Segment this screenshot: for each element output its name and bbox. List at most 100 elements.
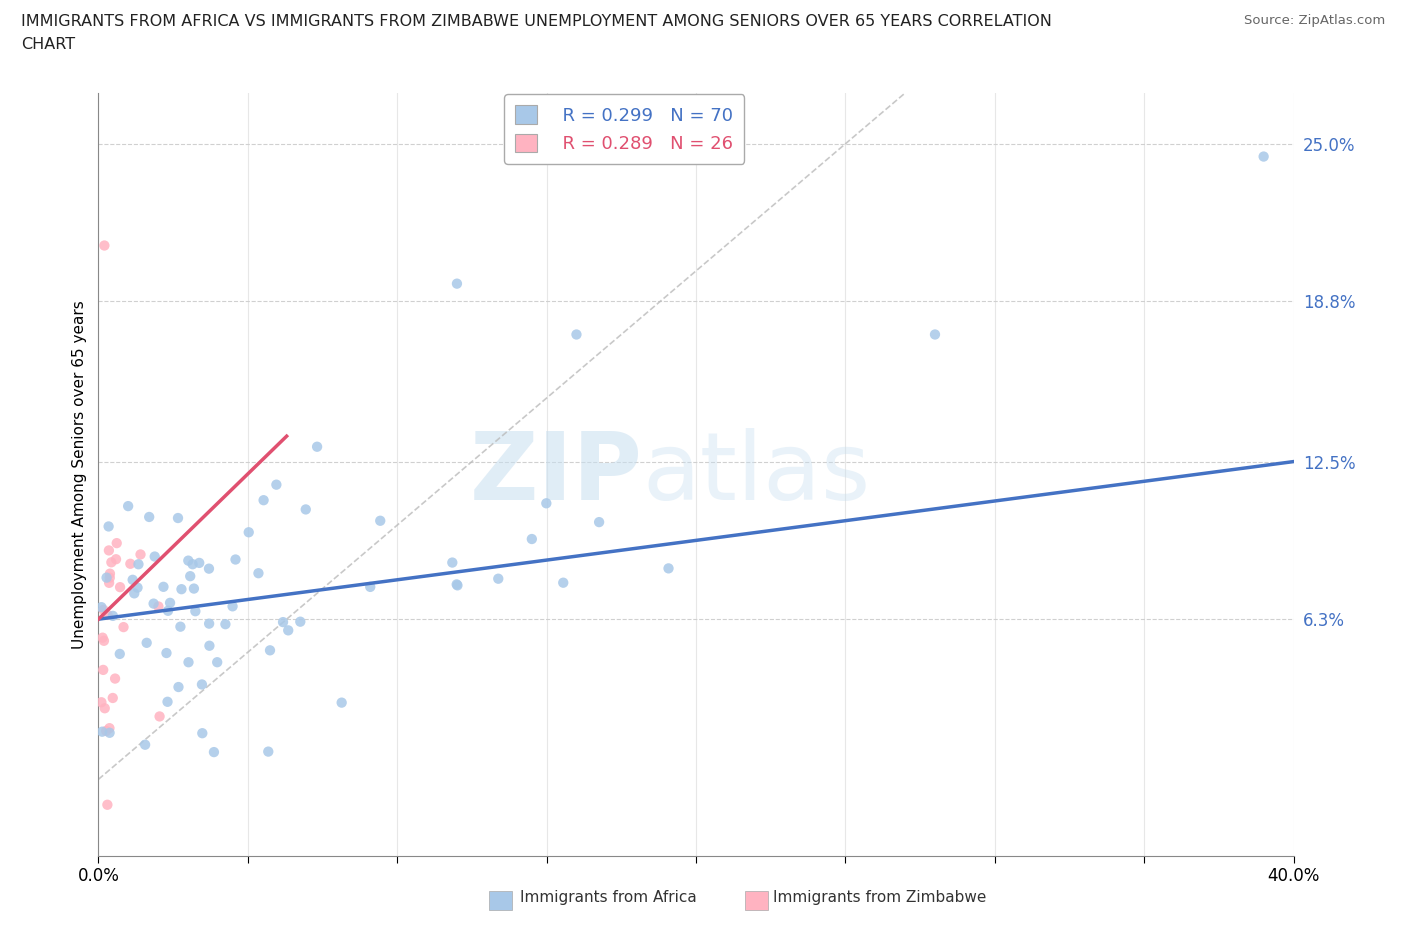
Point bbox=[205, 655, 228, 670]
Point bbox=[1253, 149, 1275, 164]
Point bbox=[135, 635, 157, 650]
Point bbox=[159, 595, 181, 610]
Point bbox=[105, 536, 128, 551]
Point bbox=[100, 555, 122, 570]
Point bbox=[98, 721, 121, 736]
Point bbox=[170, 582, 193, 597]
Point bbox=[98, 566, 121, 581]
Point bbox=[330, 696, 353, 711]
Point bbox=[101, 691, 124, 706]
Point bbox=[121, 572, 143, 587]
Point bbox=[96, 607, 118, 622]
Point bbox=[93, 603, 115, 618]
Point bbox=[96, 797, 118, 812]
Text: IMMIGRANTS FROM AFRICA VS IMMIGRANTS FROM ZIMBABWE UNEMPLOYMENT AMONG SENIORS OV: IMMIGRANTS FROM AFRICA VS IMMIGRANTS FRO… bbox=[21, 14, 1052, 29]
Point bbox=[127, 580, 149, 595]
Point bbox=[924, 327, 946, 342]
Point bbox=[129, 547, 152, 562]
Text: Source: ZipAtlas.com: Source: ZipAtlas.com bbox=[1244, 14, 1385, 27]
Point bbox=[177, 553, 200, 568]
Point bbox=[91, 662, 114, 677]
Point bbox=[188, 555, 211, 570]
Point bbox=[156, 604, 179, 618]
Point bbox=[368, 513, 391, 528]
Point bbox=[124, 586, 146, 601]
Point bbox=[96, 570, 118, 585]
Point bbox=[148, 599, 170, 614]
Point bbox=[98, 570, 121, 585]
Point bbox=[105, 551, 128, 566]
Point bbox=[290, 614, 312, 629]
Text: atlas: atlas bbox=[643, 429, 870, 520]
Point bbox=[94, 724, 117, 738]
Point bbox=[446, 577, 468, 591]
Text: CHART: CHART bbox=[21, 37, 75, 52]
Point bbox=[565, 327, 588, 342]
Point bbox=[108, 579, 131, 594]
Point bbox=[257, 744, 280, 759]
Legend:   R = 0.299   N = 70,   R = 0.289   N = 26: R = 0.299 N = 70, R = 0.289 N = 26 bbox=[505, 95, 744, 164]
Point bbox=[359, 579, 381, 594]
Point bbox=[536, 496, 558, 511]
Point bbox=[127, 557, 149, 572]
Point bbox=[198, 561, 221, 576]
Point bbox=[148, 709, 170, 724]
Point bbox=[156, 695, 179, 710]
Point bbox=[520, 532, 543, 547]
Point bbox=[134, 737, 156, 752]
Point bbox=[181, 557, 204, 572]
Point bbox=[177, 655, 200, 670]
Point bbox=[225, 552, 247, 567]
Text: ZIP: ZIP bbox=[470, 429, 643, 520]
Point bbox=[252, 493, 274, 508]
Point bbox=[93, 238, 115, 253]
Point bbox=[117, 498, 139, 513]
Point bbox=[98, 725, 121, 740]
Point bbox=[271, 615, 294, 630]
Point bbox=[167, 680, 190, 695]
Point bbox=[93, 633, 115, 648]
Point bbox=[553, 576, 575, 591]
Point bbox=[247, 565, 270, 580]
Point bbox=[169, 619, 191, 634]
Point bbox=[179, 569, 201, 584]
Point bbox=[198, 617, 221, 631]
Point bbox=[104, 671, 127, 686]
Point bbox=[294, 502, 316, 517]
Point bbox=[588, 514, 610, 529]
Point bbox=[142, 596, 165, 611]
Point bbox=[191, 725, 214, 740]
Point bbox=[657, 561, 679, 576]
Point bbox=[214, 617, 236, 631]
Point bbox=[198, 638, 221, 653]
Point bbox=[155, 645, 177, 660]
Point bbox=[98, 576, 121, 591]
Point bbox=[112, 619, 135, 634]
Point bbox=[446, 578, 468, 592]
Point bbox=[101, 608, 124, 623]
Point bbox=[97, 519, 120, 534]
Point bbox=[486, 571, 509, 586]
Point bbox=[221, 599, 243, 614]
Point bbox=[167, 511, 190, 525]
Point bbox=[183, 581, 205, 596]
Point bbox=[152, 579, 174, 594]
Point bbox=[184, 604, 207, 618]
Point bbox=[259, 643, 281, 658]
Point bbox=[266, 477, 288, 492]
Point bbox=[97, 543, 120, 558]
Point bbox=[277, 623, 299, 638]
Point bbox=[90, 600, 112, 615]
Point bbox=[202, 745, 225, 760]
Point bbox=[191, 677, 214, 692]
Point bbox=[120, 556, 142, 571]
Point bbox=[143, 549, 166, 564]
Point bbox=[446, 276, 468, 291]
Point bbox=[238, 525, 260, 539]
Text: Immigrants from Africa: Immigrants from Africa bbox=[520, 890, 697, 905]
Point bbox=[91, 724, 114, 739]
Point bbox=[307, 439, 329, 454]
Point bbox=[108, 646, 131, 661]
Point bbox=[90, 695, 112, 710]
Point bbox=[91, 631, 114, 645]
